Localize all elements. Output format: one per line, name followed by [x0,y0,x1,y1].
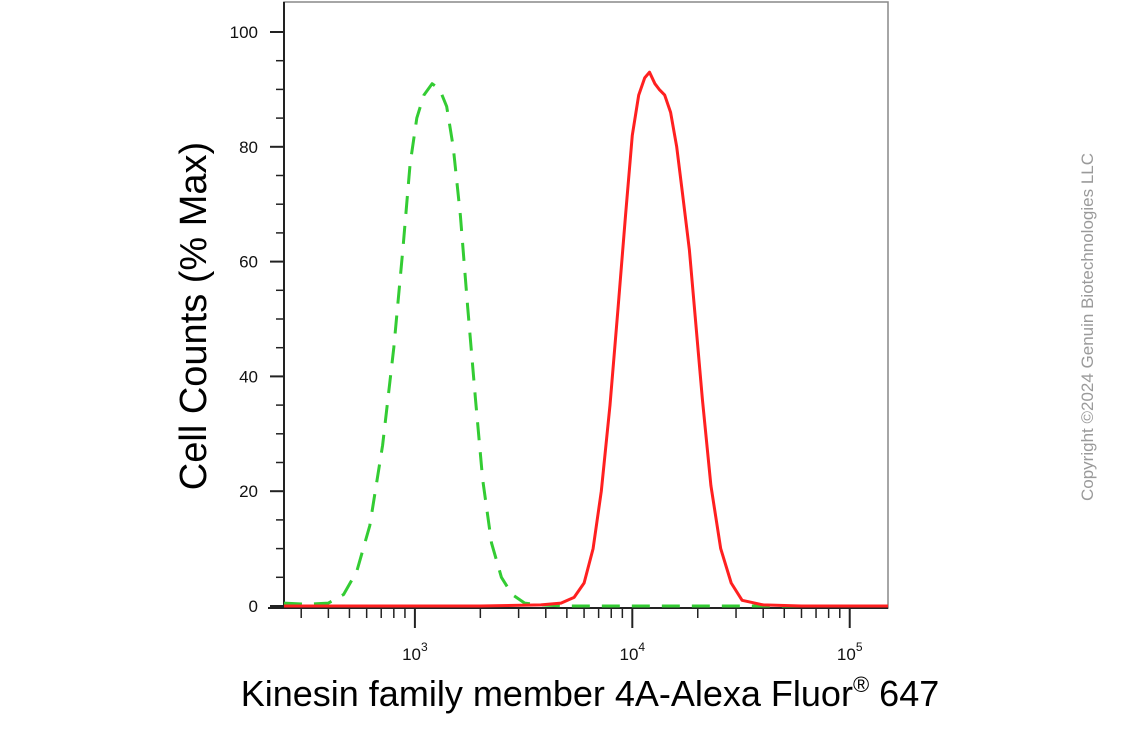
plot-frame [283,1,889,609]
x-tick-label: 104 [620,640,646,664]
x-axis-ticks: 103 104 105 [300,608,863,664]
series-layer [283,70,888,608]
copyright-watermark: Copyright ©2024 Genuin Biotechnologies L… [1078,153,1097,501]
x-axis-title-main: Kinesin family member 4A-Alexa Fluor [241,673,853,714]
series-line-1 [283,82,888,608]
series-line-2 [284,70,888,608]
y-tick-label: 80 [239,138,258,157]
x-axis-title: Kinesin family member 4A-Alexa Fluor® 64… [241,672,940,714]
y-tick-label: 0 [249,597,258,616]
x-axis-title-registered-mark: ® [853,672,869,697]
x-tick-label: 105 [837,640,863,664]
x-axis-title-suffix: 647 [869,673,939,714]
y-tick-label: 100 [230,23,258,42]
y-axis-ticks: 0 20 40 60 80 100 [230,23,284,616]
y-tick-label: 20 [239,482,258,501]
x-tick-label: 103 [402,640,428,664]
y-axis-title: Cell Counts (% Max) [173,142,215,490]
y-tick-label: 60 [239,253,258,272]
y-tick-label: 40 [239,367,258,386]
